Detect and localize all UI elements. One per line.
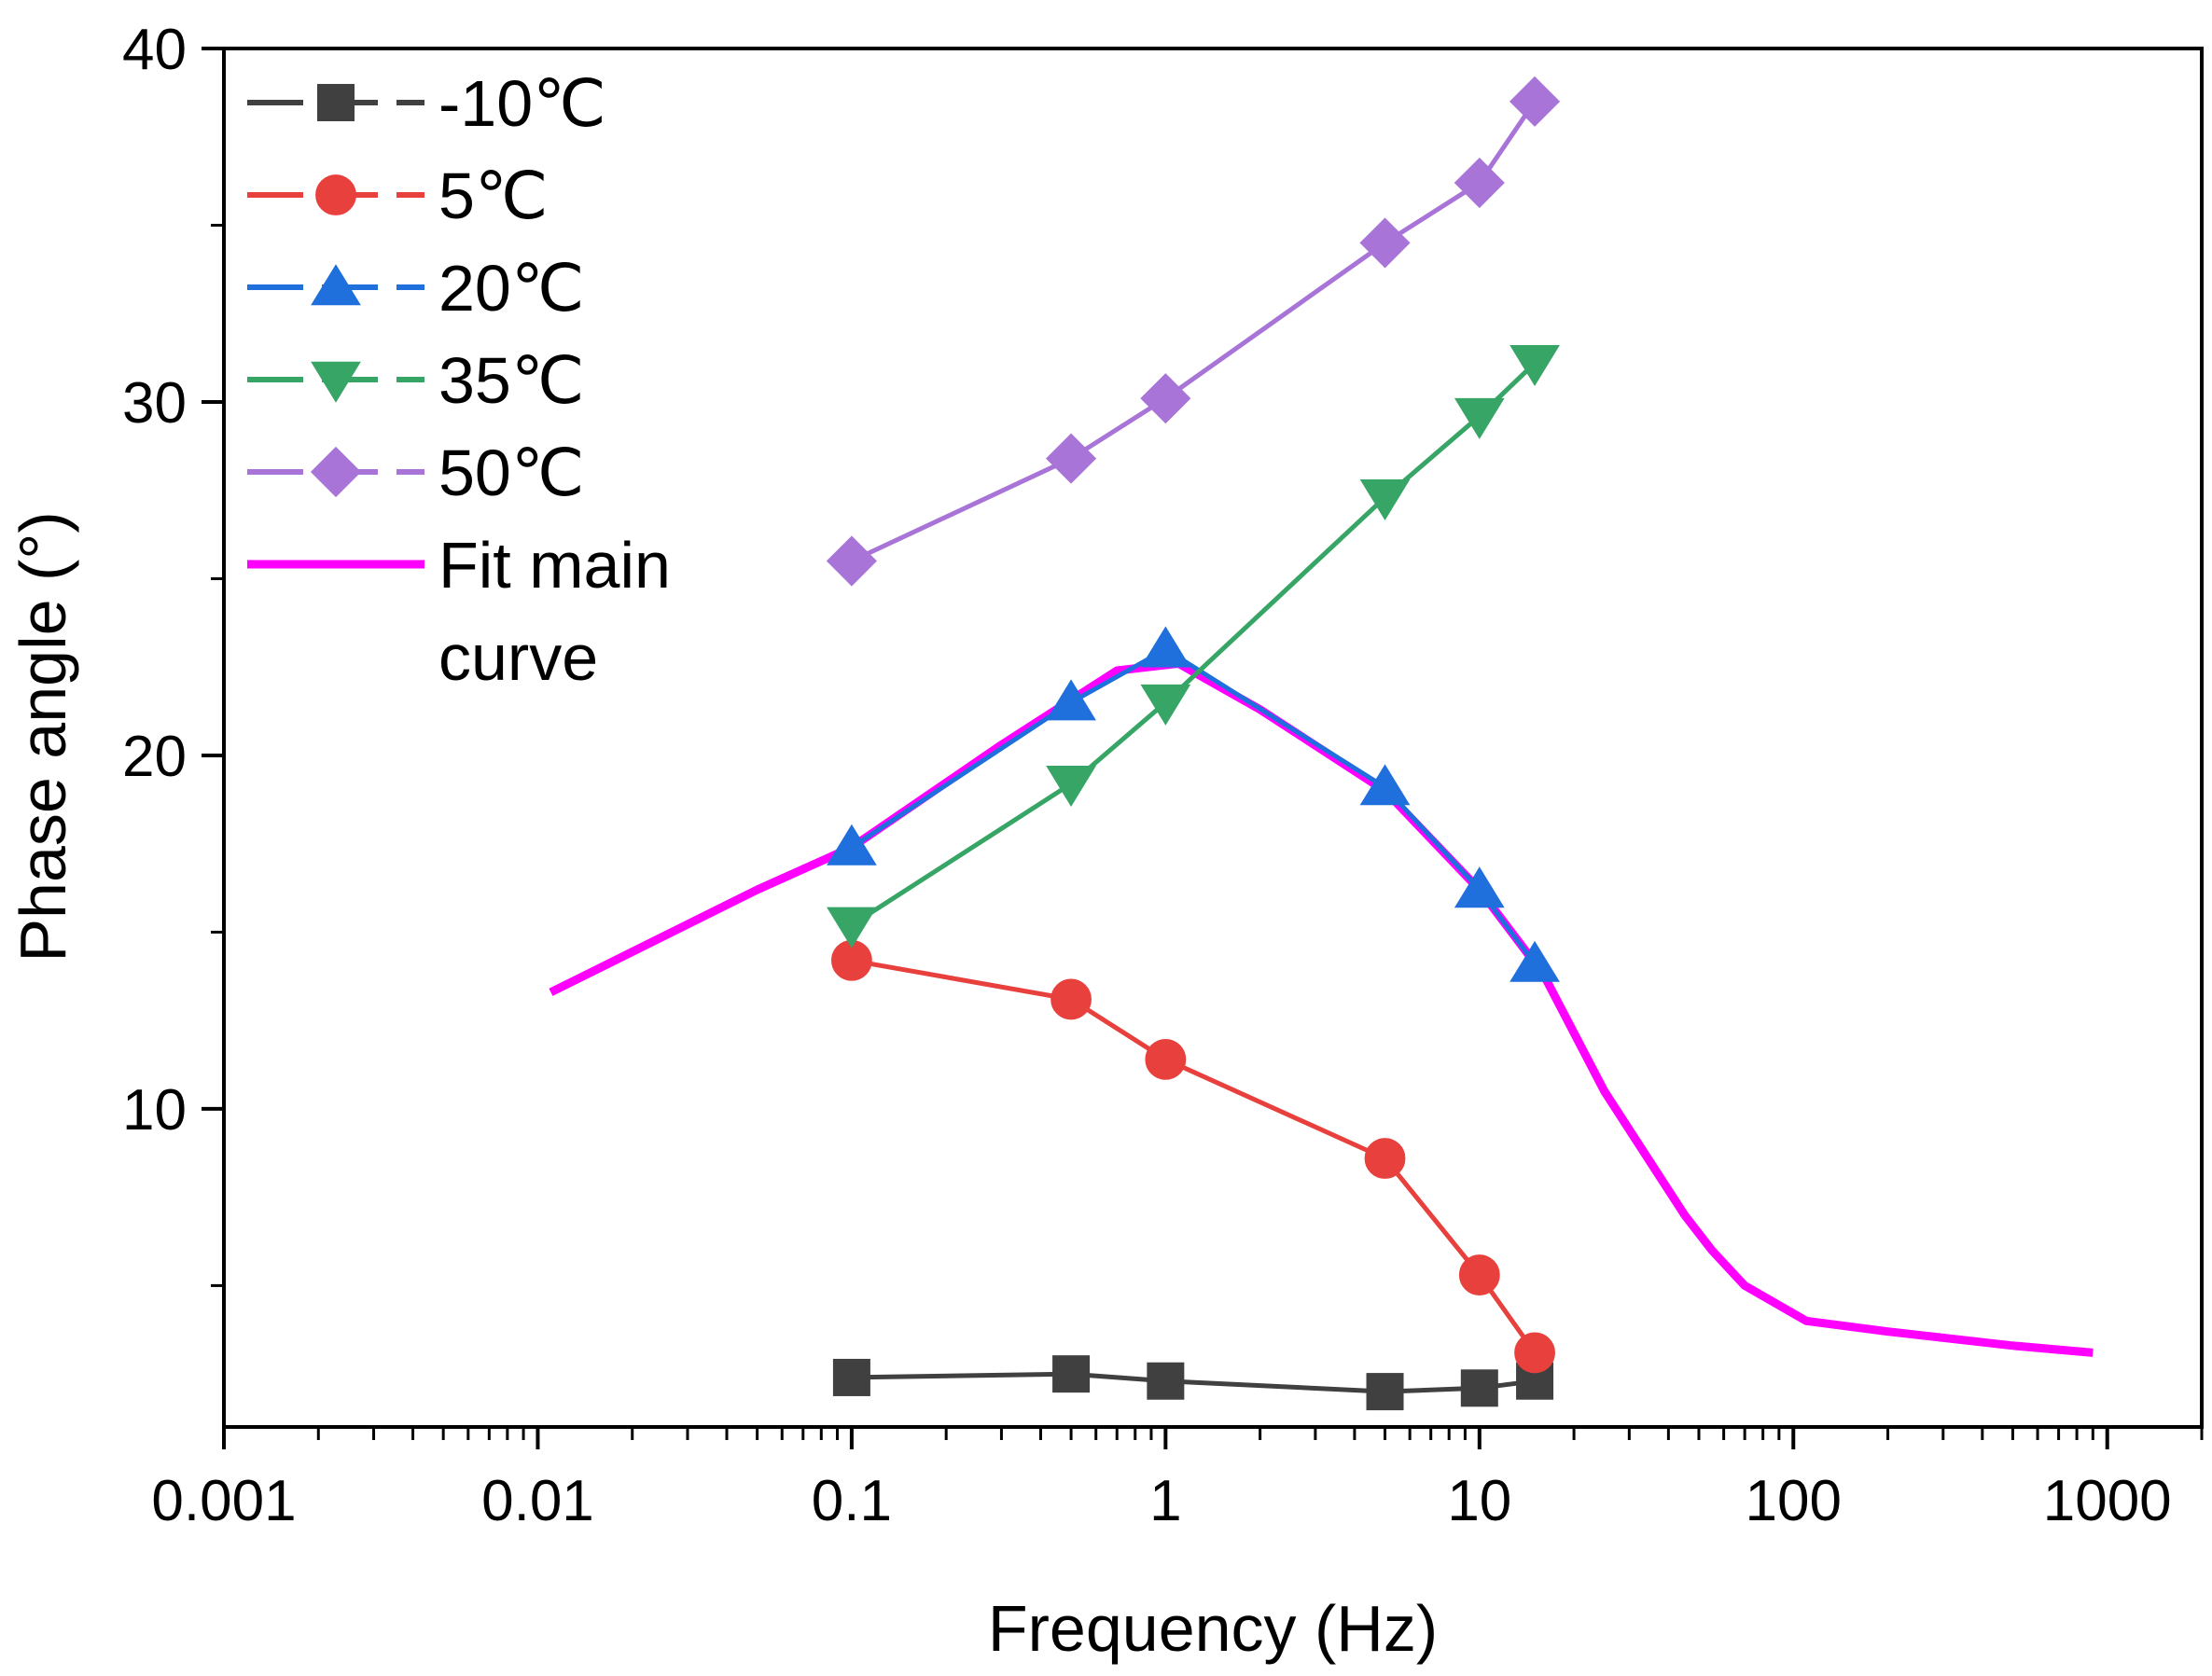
series-2-point [1359,764,1411,806]
x-tick-label: 0.1 [812,1469,892,1533]
series-3-point [1454,397,1505,439]
legend-label-1: 5℃ [438,159,549,232]
legend-label-5-cont: curve [438,621,598,694]
plot-frame [222,47,2204,1429]
series-0-point [832,1358,870,1396]
x-tick-label: 100 [1746,1469,1842,1533]
marker-layer [826,76,1561,1411]
series-4-point [1454,157,1505,209]
legend-label-5: Fit main [438,529,671,602]
series-3-point [1140,684,1191,726]
x-tick-label: 0.001 [151,1469,296,1533]
series-0-point [1460,1369,1498,1407]
series-3-point [1359,479,1411,521]
series-3-point [827,907,877,949]
legend-marker-1 [315,174,356,215]
series-0-point [1366,1373,1404,1411]
x-tick-label: 10 [1447,1469,1511,1533]
legend-label-2: 20℃ [438,252,584,325]
major-ticks [202,47,2109,1449]
legend-marker-2 [311,264,361,306]
series-4-point [826,535,877,587]
x-tick-label: 0.01 [481,1469,594,1533]
legend-label-4: 50℃ [438,436,584,509]
series-2-point [1454,866,1505,908]
y-tick-label: 20 [122,725,187,789]
series-1-point [1458,1254,1500,1295]
series-2-point [1046,679,1096,721]
legend-label-3: 35℃ [438,344,584,417]
series-2-point [827,824,877,866]
legend-marker-3 [311,361,361,403]
series-4-point [1359,217,1411,269]
x-tick-label: 1 [1149,1469,1181,1533]
series-4-point [1140,373,1191,424]
y-tick-label: 40 [122,18,187,82]
series-4-point [1509,76,1561,127]
series-1-point [1364,1138,1406,1179]
y-tick-label: 30 [122,371,187,436]
series-2-point [1140,626,1191,668]
x-axis-title: Frequency (Hz) [988,1592,1438,1665]
legend: -10℃ 5℃ 20℃ 35℃ 50℃ Fit main curve [247,67,671,694]
legend-label-0: -10℃ [438,67,606,140]
series-3-point [1046,766,1096,807]
y-axis-title: Phase angle (°) [7,511,79,962]
series-2-point [1509,940,1560,982]
series-0-point [1052,1355,1091,1393]
series-1-point [1145,1038,1187,1080]
series-0-point [1147,1362,1185,1400]
y-tick-label: 10 [122,1078,187,1143]
series-1-point [1514,1332,1555,1374]
series-1-point [1050,978,1092,1020]
series-3-point [1509,345,1560,387]
series-4-point [1046,433,1097,484]
legend-marker-4 [310,446,362,498]
x-tick-label: 1000 [2043,1469,2172,1533]
tick-labels: 0.001 0.01 0.1 1 10 100 1000 10 20 30 40 [122,18,2172,1533]
minor-ticks [211,223,2204,1440]
legend-marker-0 [317,84,355,121]
